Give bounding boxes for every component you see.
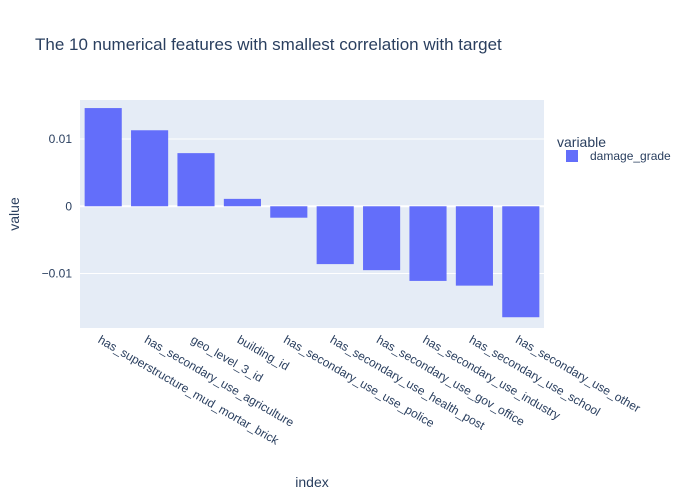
legend-swatch (566, 150, 578, 162)
y-tick-label: −0.01 (42, 267, 73, 281)
bar (270, 206, 308, 218)
y-tick-label: 0.01 (49, 132, 73, 146)
bar (455, 206, 493, 286)
y-tick-label: 0 (65, 199, 72, 213)
x-axis-title: index (295, 474, 328, 490)
bar (223, 198, 261, 207)
bar (316, 206, 354, 265)
legend: variable damage_grade (557, 134, 671, 163)
bar (502, 206, 540, 318)
bar (409, 206, 447, 281)
y-axis-title: value (6, 197, 22, 231)
bar (84, 108, 122, 207)
bars (84, 108, 540, 318)
y-axis-ticks: 0.01 0 −0.01 (42, 132, 73, 281)
chart-title: The 10 numerical features with smallest … (35, 35, 502, 54)
bar (131, 130, 169, 207)
legend-title: variable (557, 134, 606, 150)
legend-entry: damage_grade (590, 149, 671, 163)
x-axis-ticks: has_superstructure_mud_mortar_brickhas_s… (96, 332, 643, 448)
bar (177, 153, 215, 207)
bar (363, 206, 401, 271)
